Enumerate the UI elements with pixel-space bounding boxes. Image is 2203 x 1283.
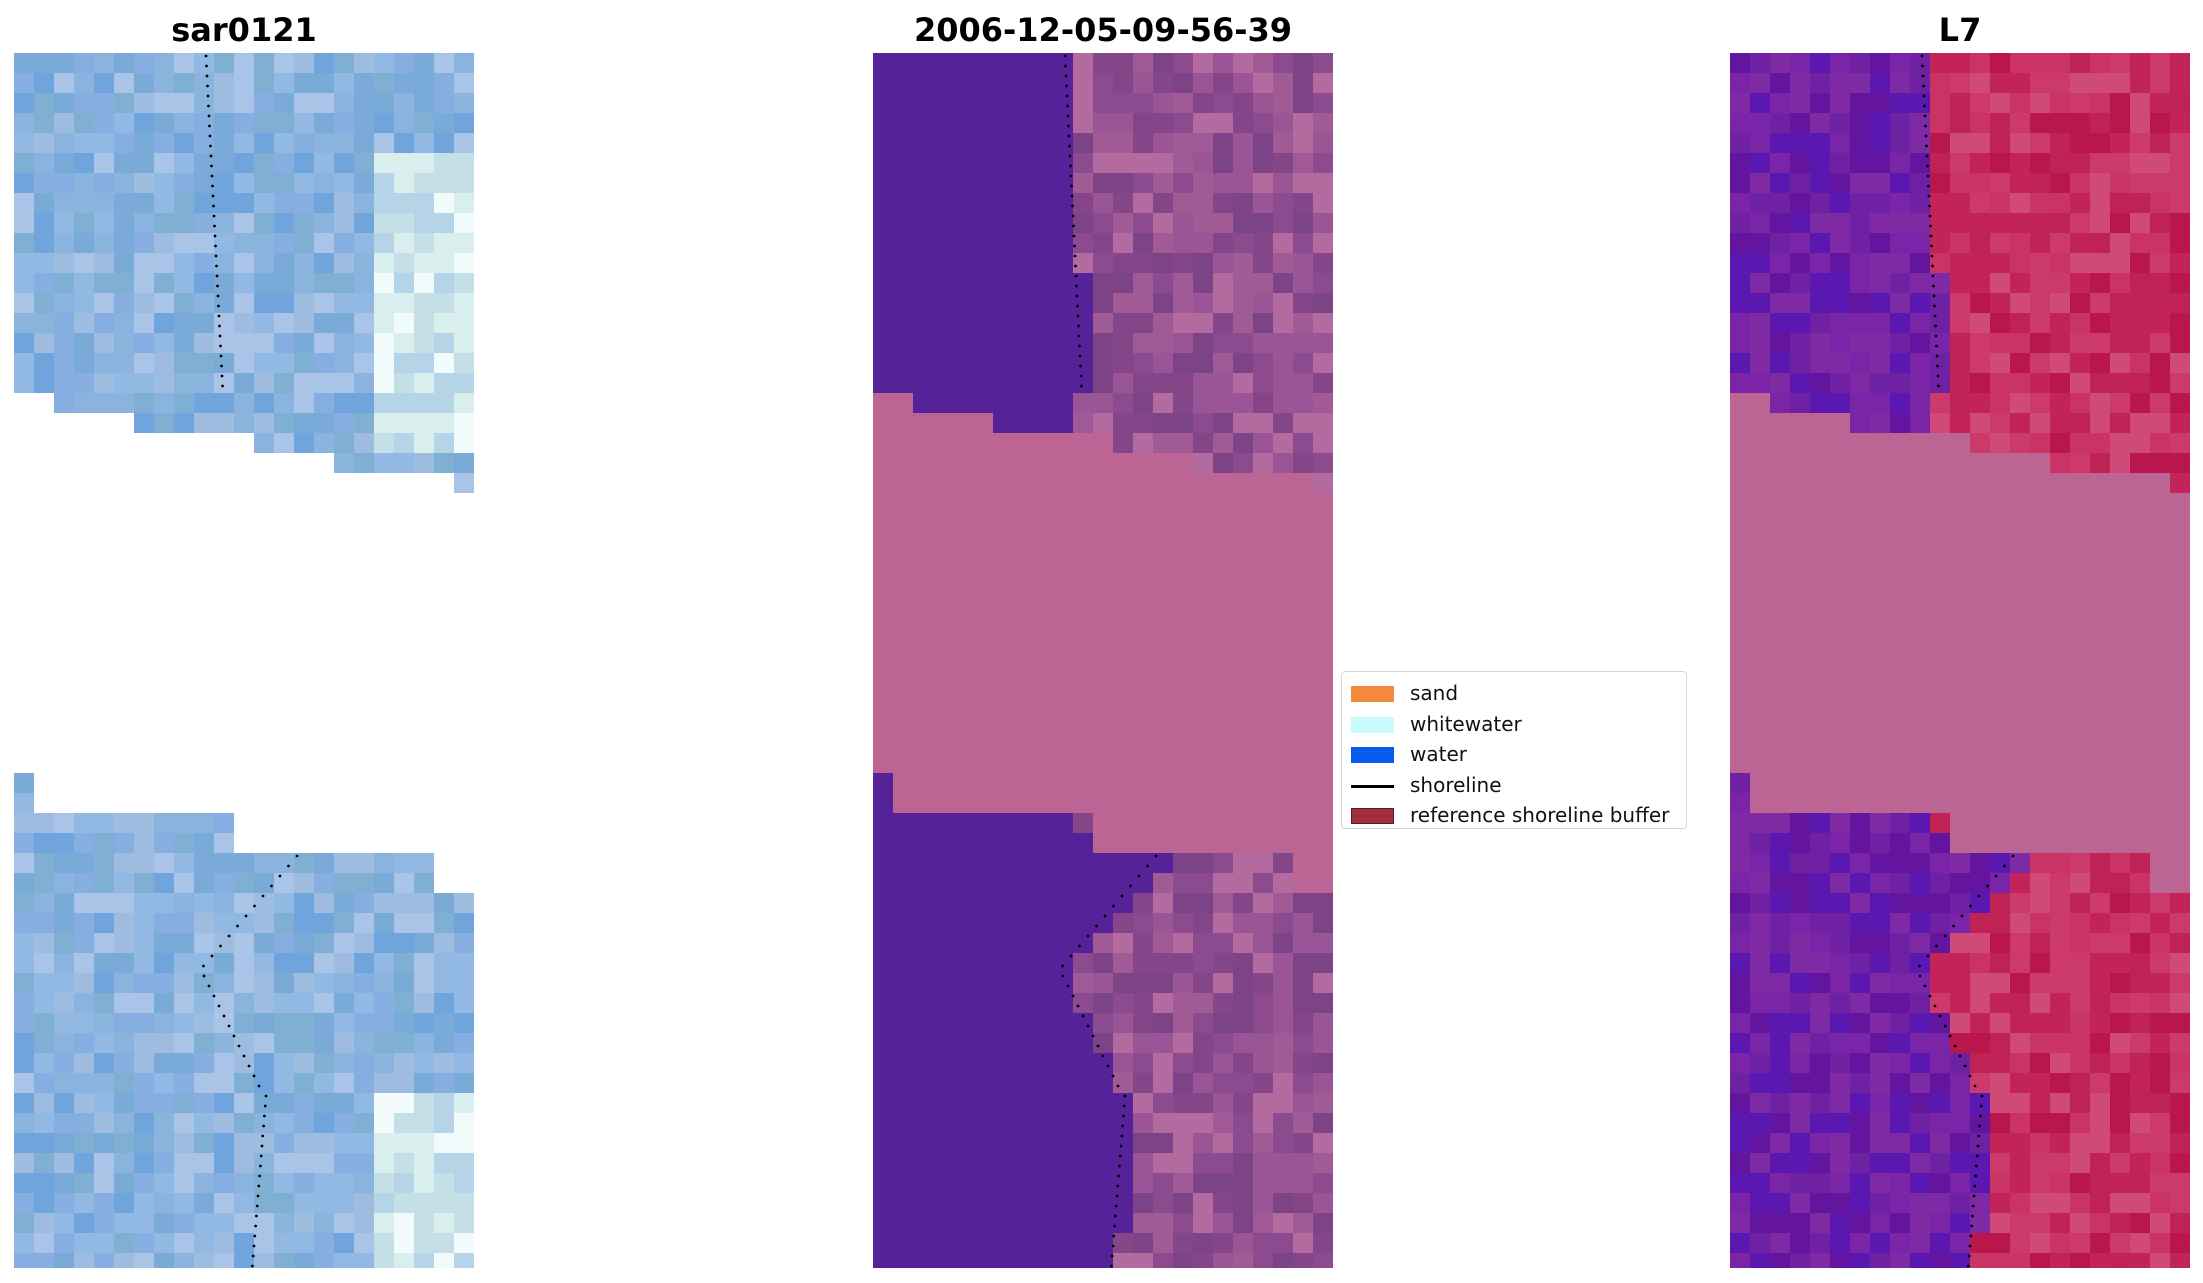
landsat-image-panel — [1730, 53, 2190, 1268]
rgb-image — [14, 53, 474, 1268]
legend-swatch-reference-shoreline-buffer — [1351, 808, 1394, 824]
landsat-image — [1730, 53, 2190, 1268]
legend-swatch-sand — [1351, 686, 1394, 702]
classified-image-panel — [873, 53, 1333, 1268]
legend-swatch-whitewater — [1351, 716, 1394, 733]
rgb-image-panel — [14, 53, 474, 1268]
legend-item-whitewater: whitewater — [1342, 709, 1686, 740]
legend-label: reference shoreline buffer — [1410, 803, 1670, 827]
panel-title-landsat: L7 — [1938, 11, 1982, 49]
panel-title-rgb: sar0121 — [171, 11, 317, 49]
legend-label: whitewater — [1410, 711, 1522, 736]
legend-item-sand: sand — [1342, 678, 1686, 709]
legend-item-reference-shoreline-buffer: reference shoreline buffer — [1342, 800, 1686, 831]
panel-title-classified: 2006-12-05-09-56-39 — [913, 11, 1293, 49]
classified-image — [873, 53, 1333, 1268]
legend-swatch-water — [1351, 747, 1394, 763]
legend-swatch-shoreline — [1351, 784, 1394, 788]
legend-label: water — [1410, 742, 1467, 766]
legend: sand whitewater water shoreline referenc… — [1341, 671, 1687, 829]
legend-item-water: water — [1342, 739, 1686, 770]
legend-label: sand — [1410, 681, 1459, 705]
legend-label: shoreline — [1410, 772, 1502, 797]
legend-item-shoreline: shoreline — [1342, 770, 1686, 801]
